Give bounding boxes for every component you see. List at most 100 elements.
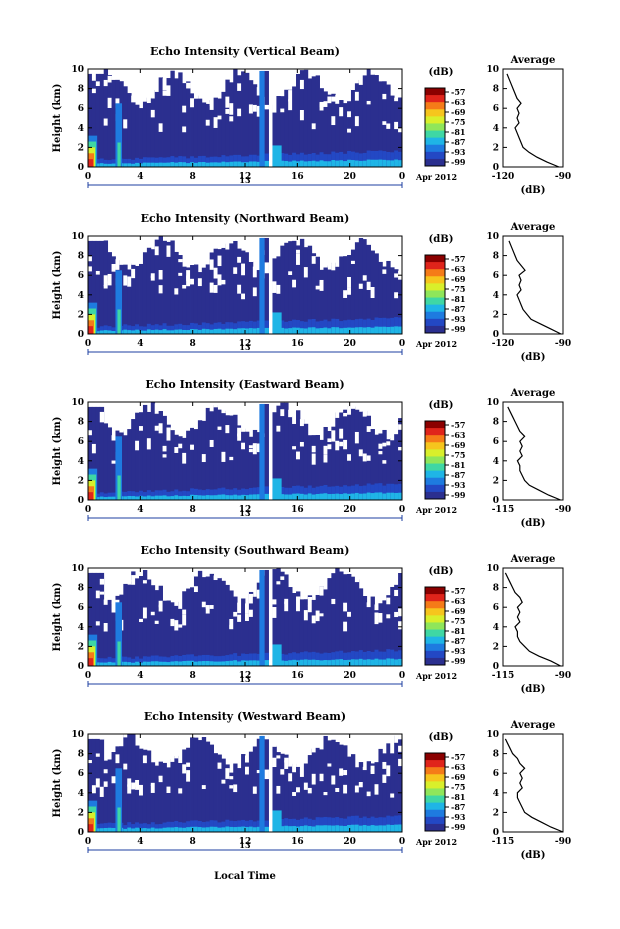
echo-gap: [327, 438, 332, 443]
echo-boundary-layer: [292, 152, 297, 167]
echo-boundary-layer: [354, 659, 360, 666]
colorbar-unit: (dB): [429, 67, 454, 78]
echo-boundary-layer: [252, 660, 258, 666]
echo-cell: [335, 568, 340, 666]
average-profile-line: [508, 240, 562, 335]
echo-boundary-layer: [150, 330, 156, 334]
echo-cell: [296, 73, 301, 167]
echo-boundary-layer: [213, 820, 218, 832]
echo-gap: [221, 451, 226, 462]
echo-gap: [237, 433, 242, 441]
echo-boundary-layer: [142, 661, 148, 666]
echo-gap: [248, 250, 254, 262]
echo-gap: [186, 770, 191, 782]
echo-cell: [193, 425, 199, 500]
echo-boundary-layer: [205, 162, 211, 167]
echo-boundary-layer: [131, 163, 136, 167]
echo-gap: [299, 441, 305, 447]
echo-boundary-layer: [315, 154, 320, 167]
echo-gap: [382, 761, 387, 769]
echo-cell: [335, 102, 340, 167]
echo-boundary-layer: [350, 320, 356, 334]
echo-cell: [350, 406, 356, 500]
echo-cell: [166, 600, 171, 666]
echo-boundary-layer: [131, 326, 136, 334]
echo-cell: [237, 768, 242, 832]
echo-cell: [386, 595, 391, 666]
average-y-tick-label: 2: [493, 808, 499, 818]
echo-cell: [193, 737, 199, 832]
echo-gap: [150, 109, 156, 118]
echo-boundary-layer: [354, 152, 360, 167]
echo-gap: [323, 792, 328, 796]
colorbar-swatch: [425, 753, 445, 761]
echo-boundary-layer: [158, 828, 163, 832]
echo-gap: [382, 121, 387, 125]
echo-boundary-layer: [111, 658, 116, 666]
echo-gap: [139, 784, 144, 796]
echo-gap: [299, 763, 305, 774]
echo-cell: [303, 69, 309, 167]
echo-boundary-layer: [233, 161, 238, 167]
echo-boundary-layer: [213, 661, 218, 666]
echo-boundary-layer: [370, 150, 375, 167]
echo-boundary-layer: [174, 157, 179, 167]
echo-boundary-layer: [103, 828, 109, 832]
echo-cell: [213, 405, 218, 500]
echo-boundary-layer: [366, 650, 372, 666]
echo-boundary-layer: [284, 660, 289, 666]
echo-boundary-layer: [292, 319, 297, 334]
echo-boundary-layer: [186, 158, 191, 167]
echo-cell: [370, 429, 375, 500]
echo-boundary-layer: [241, 494, 246, 500]
echo-boundary-layer: [225, 655, 230, 666]
echo-boundary-layer: [366, 483, 372, 500]
echo-gap: [347, 276, 352, 288]
echo-boundary-layer: [107, 496, 112, 500]
echo-cell: [142, 404, 148, 500]
echo-cell: [241, 428, 246, 500]
echo-boundary-layer: [241, 819, 246, 832]
echo-gap: [256, 443, 262, 453]
echo-boundary-layer: [358, 493, 364, 500]
echo-boundary-layer: [229, 161, 234, 167]
echo-cell: [197, 98, 203, 167]
date-label: Apr 2012: [415, 505, 457, 515]
echo-cell: [205, 741, 211, 832]
echo-boundary-layer: [378, 317, 383, 334]
echo-boundary-layer: [162, 157, 167, 167]
echo-cell: [182, 437, 187, 500]
y-tick-label: 0: [78, 163, 84, 173]
echo-gap: [245, 755, 250, 763]
echo-boundary-layer: [343, 818, 348, 832]
echo-boundary-layer: [350, 659, 356, 666]
echo-boundary-layer: [299, 321, 305, 334]
colorbar-tick-label: -81: [451, 460, 465, 470]
echo-boundary-layer: [217, 328, 222, 334]
average-x-label: (dB): [521, 352, 546, 363]
echo-cell: [323, 91, 328, 167]
echo-gap: [162, 445, 167, 452]
echo-boundary-layer: [248, 320, 254, 334]
y-tick-label: 10: [71, 232, 84, 242]
echo-gap: [127, 778, 132, 787]
echo-cell: [252, 84, 258, 167]
echo-boundary-layer: [95, 163, 101, 167]
echo-cell: [154, 765, 160, 832]
echo-boundary-layer: [358, 658, 364, 666]
average-y-tick-label: 6: [493, 104, 499, 114]
echo-cell: [386, 743, 391, 832]
echo-boundary-layer: [292, 659, 297, 666]
echo-cell: [190, 93, 195, 167]
echo-boundary-layer: [190, 654, 195, 666]
echo-gap: [350, 400, 356, 409]
echo-boundary-layer: [335, 152, 340, 167]
echo-cell: [237, 604, 242, 666]
echo-boundary-layer: [362, 327, 368, 334]
echo-boundary-layer: [382, 485, 387, 500]
echo-boundary-layer: [241, 328, 246, 334]
echo-gap: [103, 769, 109, 774]
echo-boundary-layer: [335, 493, 340, 500]
panel-title: Echo Intensity (Northward Beam): [141, 212, 350, 225]
echo-streak: [117, 142, 121, 167]
